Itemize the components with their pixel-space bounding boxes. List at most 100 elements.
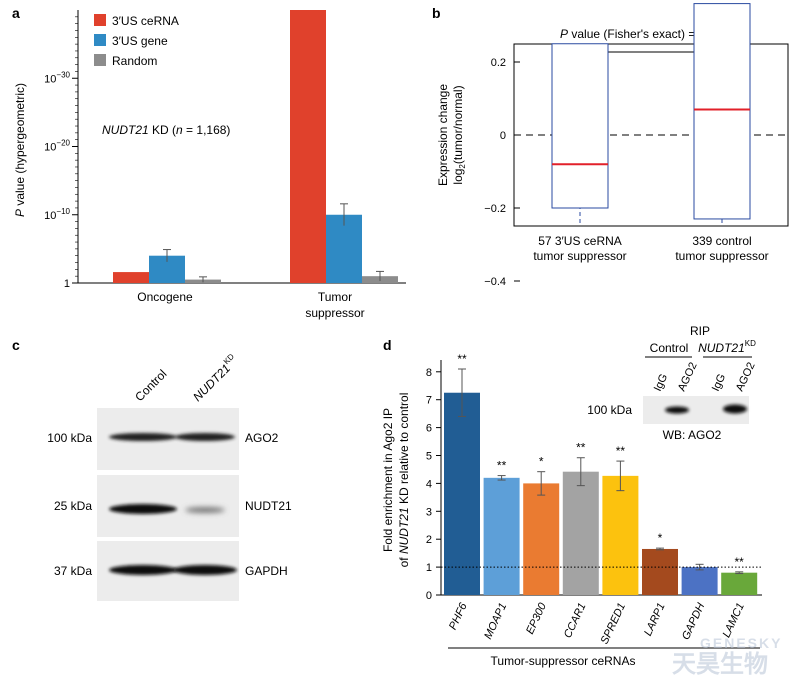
annotation-gene: NUDT21 <box>102 123 149 137</box>
panel-b-ytick-label: 0.2 <box>491 57 506 69</box>
panel-d-bar <box>444 392 480 595</box>
panel-b-group1-line2: tumor suppressor <box>533 249 626 263</box>
panel-b-group1-line1: 57 3′US ceRNA <box>538 234 622 248</box>
band-ago2-kd <box>175 433 235 441</box>
panel-d-ylabel-2-gene: NUDT21 <box>397 507 411 554</box>
panel-d-significance: ** <box>457 352 467 366</box>
rip-kd-gene: NUDT21 <box>698 341 745 355</box>
panel-d-xtick-label: LAMC1 <box>721 601 747 639</box>
panel-d-bar <box>681 567 718 595</box>
panel-d-ylabel-2: of NUDT21 KD relative to control <box>397 393 411 568</box>
legend-swatch-random <box>94 54 106 66</box>
panel-a-xlabel-tumor-2: suppressor <box>305 306 364 320</box>
watermark-cjk: 天昊生物 <box>672 651 768 678</box>
panel-a-ylabel-rest: value (hypergeometric) <box>13 83 27 209</box>
panel-b-ylabel-2: log2(tumor/normal) <box>451 85 467 184</box>
panel-d-ytick-label: 2 <box>426 534 432 546</box>
rip-control-label: Control <box>650 341 689 355</box>
panel-a-bar <box>113 272 149 283</box>
panel-a-ytick-label: 1 <box>64 278 70 290</box>
panel-a-legend: 3′US ceRNA 3′US gene Random <box>94 14 179 68</box>
rip-lane-1: IgG <box>652 372 670 393</box>
panel-d-xtick-label: MOAP1 <box>482 601 509 641</box>
blot-size-ago2: 100 kDa <box>47 431 92 445</box>
genesky-watermark: GENESKY 天昊生物 <box>672 635 782 678</box>
rip-title: RIP <box>690 324 710 338</box>
significance-bracket <box>599 51 698 70</box>
legend-label-random: Random <box>112 54 157 68</box>
rip-size: 100 kDa <box>587 403 632 417</box>
panel-d-ytick-label: 8 <box>426 367 432 379</box>
panel-a-bar <box>290 10 326 283</box>
panel-b-group2-line1: 339 control <box>692 234 751 248</box>
rip-lane-4: AGO2 <box>734 360 758 393</box>
rip-lane-3: IgG <box>710 372 728 393</box>
panel-d-ylabel-2-pre: of <box>397 554 411 567</box>
panel-d-ylabel-1: Fold enrichment in Ago2 IP <box>381 408 395 552</box>
panel-b-title: P value (Fisher's exact) = 0.03 <box>560 27 722 41</box>
panel-label-a: a <box>12 5 20 21</box>
panel-b-ylabel-post: (tumor/normal) <box>451 85 465 164</box>
panel-d-ytick-label: 5 <box>426 451 432 463</box>
rip-wb-label: WB: AGO2 <box>663 428 722 442</box>
blot-col-kd: NUDT21KD <box>189 352 241 404</box>
panel-a-chart: 1 10−10 10−20 10−30 <box>44 10 406 290</box>
blot-protein-gapdh: GAPDH <box>245 564 288 578</box>
panel-d-significance: * <box>539 455 544 469</box>
blot-ago2 <box>97 408 239 470</box>
watermark-latin: GENESKY <box>700 635 782 651</box>
blot-col-kd-gene: NUDT21 <box>190 361 233 404</box>
band-gapdh-control <box>109 565 177 575</box>
panel-a-xlabel-tumor-1: Tumor <box>318 290 352 304</box>
panel-label-c: c <box>12 337 20 353</box>
band-nudt21-control <box>109 504 177 514</box>
panel-b-title-p: P <box>560 27 568 41</box>
band-gapdh-kd <box>173 565 237 575</box>
rip-kd-label: NUDT21KD <box>698 339 756 355</box>
panel-d-significance: ** <box>735 555 745 569</box>
panel-d-ytick-label: 3 <box>426 506 432 518</box>
panel-b-ylabel-1: Expression change <box>436 84 450 186</box>
panel-b-chart: 0.40.20−0.2−0.4 <box>484 3 789 288</box>
panel-d-bar <box>523 483 560 595</box>
legend-swatch-ceRNA <box>94 14 106 26</box>
panel-d-xtick-label: CCAR1 <box>562 601 589 640</box>
panel-b-box <box>693 3 751 220</box>
band-ago2-control <box>109 433 177 441</box>
panel-b-ytick-label: −0.2 <box>484 203 506 215</box>
panel-d-xtick-label: EP300 <box>524 600 549 636</box>
panel-d-xtick-label: LARP1 <box>642 601 668 638</box>
panel-b-title-rest: value (Fisher's exact) = 0.03 <box>568 27 722 41</box>
panel-d-significance: ** <box>616 444 626 458</box>
blot-protein-nudt21: NUDT21 <box>245 499 292 513</box>
panel-b-group2-line2: tumor suppressor <box>675 249 768 263</box>
panel-d-xlabel: Tumor-suppressor ceRNAs <box>491 654 636 668</box>
annotation-rest: KD ( <box>149 123 176 137</box>
rip-band-control-ago2 <box>665 406 689 414</box>
panel-d-ytick-label: 1 <box>426 562 432 574</box>
panel-a-ytick-label: 10−20 <box>44 139 70 154</box>
panel-a-ylabel-p: P <box>13 209 27 217</box>
panel-d-significance: ** <box>497 459 507 473</box>
panel-a-annotation: NUDT21 KD (n = 1,168) <box>102 123 230 137</box>
rip-band-kd-ago2 <box>723 404 747 414</box>
panel-d-bar <box>642 548 678 595</box>
panel-label-b: b <box>432 5 441 21</box>
panel-d-xtick-label: PHF6 <box>447 600 470 631</box>
blot-protein-ago2: AGO2 <box>245 431 279 445</box>
panel-d-ytick-label: 0 <box>426 590 432 602</box>
annotation-n: n <box>176 123 183 137</box>
panel-b-ytick-label: 0 <box>500 130 506 142</box>
panel-a-bar <box>326 214 362 283</box>
panel-b-box <box>551 43 609 209</box>
panel-a-ytick-label: 10−10 <box>44 207 70 222</box>
blot-nudt21 <box>97 475 239 537</box>
panel-d-ytick-label: 7 <box>426 395 432 407</box>
band-nudt21-kd <box>185 507 225 513</box>
panel-d-bar <box>721 572 758 595</box>
blot-gapdh <box>97 541 239 601</box>
panel-d-xtick-label: SPRED1 <box>599 601 628 646</box>
panel-d-bar <box>602 475 639 595</box>
legend-swatch-gene <box>94 34 106 46</box>
